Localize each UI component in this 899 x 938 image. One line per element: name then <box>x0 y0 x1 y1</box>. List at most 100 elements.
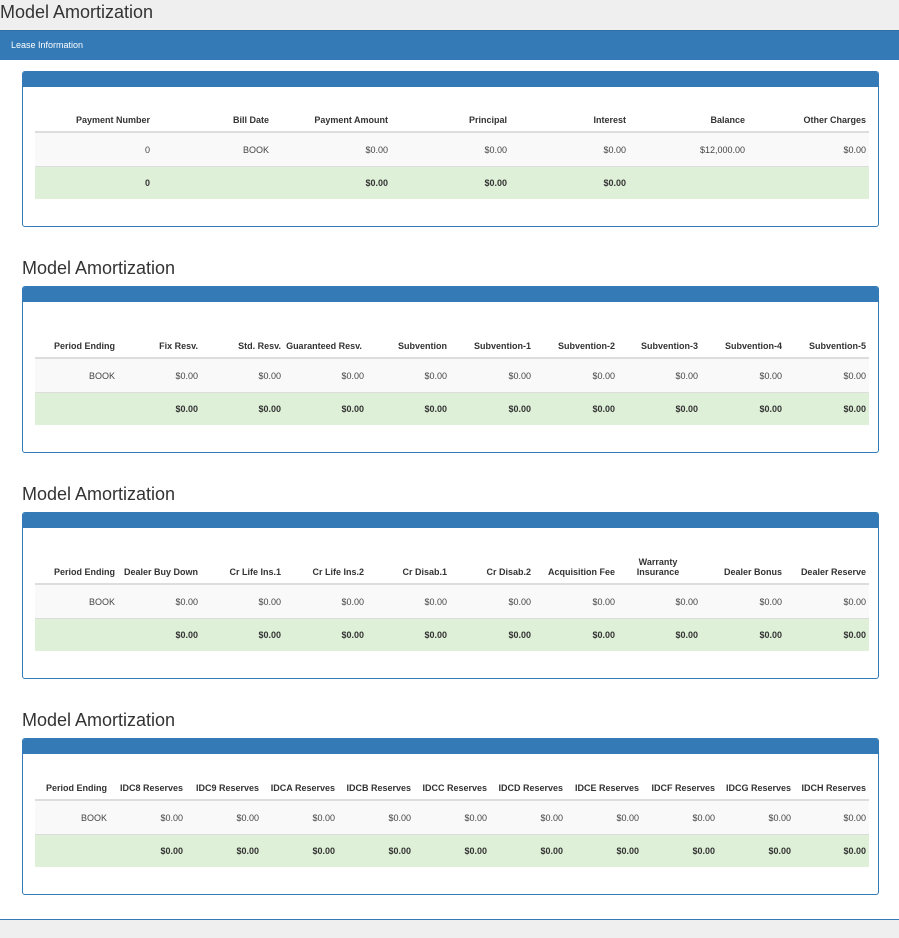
total-cell: $0.00 <box>450 618 534 651</box>
table-cell: $0.00 <box>490 799 566 835</box>
total-cell: $0.00 <box>566 834 642 867</box>
total-cell: $0.00 <box>414 834 490 867</box>
total-cell <box>35 834 110 867</box>
table-cell: BOOK <box>35 799 110 835</box>
panel-header <box>23 513 878 528</box>
fees-panel: Period Ending Dealer Buy Down Cr Life In… <box>22 512 879 679</box>
column-header: Balance <box>629 95 748 133</box>
section-title: Model Amortization <box>22 258 176 278</box>
total-cell: $0.00 <box>534 392 618 425</box>
column-header: Bill Date <box>153 95 272 133</box>
column-header: Subvention <box>367 310 450 359</box>
table-cell: $0.00 <box>262 799 338 835</box>
total-cell: $0.00 <box>110 834 186 867</box>
table-cell: $0.00 <box>118 357 201 393</box>
total-cell: $0.00 <box>272 166 391 199</box>
total-row: $0.00 $0.00 $0.00 $0.00 $0.00 $0.00 $0.0… <box>35 834 869 867</box>
table-cell: $0.00 <box>118 583 201 619</box>
column-header: IDCE Reserves <box>566 762 642 801</box>
total-cell <box>748 166 869 199</box>
column-header: IDCH Reserves <box>794 762 869 801</box>
lease-information-tab[interactable]: Lease Information <box>0 30 899 60</box>
column-header: IDCA Reserves <box>262 762 338 801</box>
table-cell: $0.00 <box>450 583 534 619</box>
table-cell: $0.00 <box>510 131 629 167</box>
table-cell: $0.00 <box>272 131 391 167</box>
column-header: IDCG Reserves <box>718 762 794 801</box>
column-header: Subvention-4 <box>701 310 785 359</box>
table-cell: $0.00 <box>414 799 490 835</box>
total-cell: $0.00 <box>201 618 284 651</box>
table-cell: $0.00 <box>284 583 367 619</box>
table-cell: $0.00 <box>110 799 186 835</box>
total-row: $0.00 $0.00 $0.00 $0.00 $0.00 $0.00 $0.0… <box>35 392 869 425</box>
page-footer <box>0 919 899 938</box>
total-cell <box>153 166 272 199</box>
table-cell: BOOK <box>35 357 118 393</box>
page-title: Model Amortization <box>0 2 154 22</box>
table-header-row: Payment Number Bill Date Payment Amount … <box>35 95 869 133</box>
total-cell <box>35 392 118 425</box>
table-cell: BOOK <box>153 131 272 167</box>
table-row: BOOK $0.00 $0.00 $0.00 $0.00 $0.00 $0.00… <box>35 357 869 393</box>
total-cell: $0.00 <box>186 834 262 867</box>
section-title: Model Amortization <box>22 710 176 730</box>
total-cell <box>629 166 748 199</box>
idc-reserves-table: Period Ending IDC8 Reserves IDC9 Reserve… <box>35 762 869 867</box>
total-cell: $0.00 <box>284 392 367 425</box>
column-header: Other Charges <box>748 95 869 133</box>
total-cell: $0.00 <box>794 834 869 867</box>
table-cell: $0.00 <box>338 799 414 835</box>
total-cell: $0.00 <box>391 166 510 199</box>
total-cell: $0.00 <box>618 618 701 651</box>
table-cell: $0.00 <box>201 583 284 619</box>
table-row: BOOK $0.00 $0.00 $0.00 $0.00 $0.00 $0.00… <box>35 799 869 835</box>
column-header: Principal <box>391 95 510 133</box>
table-cell: $0.00 <box>748 131 869 167</box>
table-cell: $0.00 <box>284 357 367 393</box>
lease-amortization-panel: Payment Number Bill Date Payment Amount … <box>22 71 879 227</box>
column-header: Cr Life Ins.1 <box>201 536 284 585</box>
table-cell: $0.00 <box>642 799 718 835</box>
column-header: Cr Disab.2 <box>450 536 534 585</box>
total-cell: $0.00 <box>118 392 201 425</box>
table-cell: $0.00 <box>566 799 642 835</box>
idc-reserves-panel: Period Ending IDC8 Reserves IDC9 Reserve… <box>22 738 879 895</box>
column-header: Payment Number <box>35 95 153 133</box>
total-cell: $0.00 <box>618 392 701 425</box>
total-cell: $0.00 <box>201 392 284 425</box>
column-header: Guaranteed Resv. <box>284 310 367 359</box>
table-cell: $0.00 <box>701 357 785 393</box>
table-cell: $0.00 <box>186 799 262 835</box>
column-header: IDC8 Reserves <box>110 762 186 801</box>
column-header: IDC9 Reserves <box>186 762 262 801</box>
table-cell: $0.00 <box>618 583 701 619</box>
column-header: IDCF Reserves <box>642 762 718 801</box>
table-header-row: Period Ending IDC8 Reserves IDC9 Reserve… <box>35 762 869 801</box>
total-cell: $0.00 <box>284 618 367 651</box>
column-header: Period Ending <box>35 536 118 585</box>
table-cell: $0.00 <box>450 357 534 393</box>
total-cell: $0.00 <box>262 834 338 867</box>
table-cell: $0.00 <box>701 583 785 619</box>
column-header: Acquisition Fee <box>534 536 618 585</box>
table-row: 0 BOOK $0.00 $0.00 $0.00 $12,000.00 $0.0… <box>35 131 869 167</box>
total-cell: $0.00 <box>510 166 629 199</box>
table-row: BOOK $0.00 $0.00 $0.00 $0.00 $0.00 $0.00… <box>35 583 869 619</box>
column-header: IDCD Reserves <box>490 762 566 801</box>
total-row: 0 $0.00 $0.00 $0.00 <box>35 166 869 199</box>
total-cell: $0.00 <box>367 392 450 425</box>
column-header: Subvention-2 <box>534 310 618 359</box>
column-header: IDCB Reserves <box>338 762 414 801</box>
payment-table: Payment Number Bill Date Payment Amount … <box>35 95 869 199</box>
column-header: Subvention-5 <box>785 310 869 359</box>
table-cell: 0 <box>35 131 153 167</box>
column-header: Subvention-1 <box>450 310 534 359</box>
page-header <box>0 0 899 30</box>
total-cell: $0.00 <box>642 834 718 867</box>
table-cell: $0.00 <box>718 799 794 835</box>
table-cell: $0.00 <box>794 799 869 835</box>
total-row: $0.00 $0.00 $0.00 $0.00 $0.00 $0.00 $0.0… <box>35 618 869 651</box>
table-cell: $12,000.00 <box>629 131 748 167</box>
column-header: Fix Resv. <box>118 310 201 359</box>
